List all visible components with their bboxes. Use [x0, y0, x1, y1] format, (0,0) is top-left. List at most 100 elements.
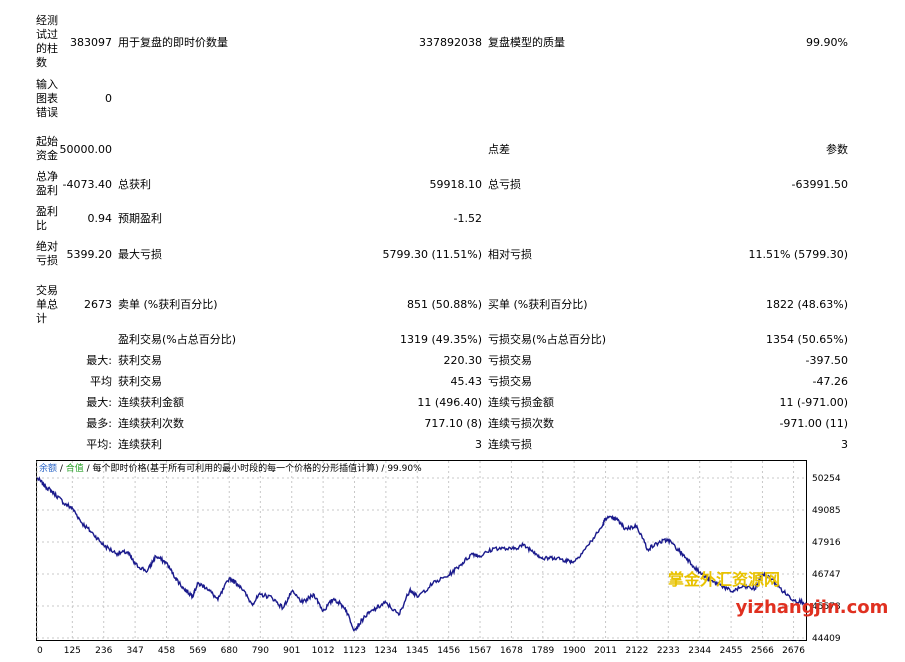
total-trades-label: 交易单总计	[36, 284, 58, 325]
max-drawdown-label: 最大亏损	[118, 248, 162, 261]
x-tick-label: 1234	[374, 646, 397, 656]
largest-prefix: 最大:	[86, 354, 112, 367]
x-tick-label: 2455	[720, 646, 743, 656]
profit-trades-value: 1319 (49.35%)	[399, 333, 482, 346]
long-positions-label: 买单 (%获利百分比)	[488, 298, 588, 311]
average-profit-label: 获利交易	[118, 375, 162, 388]
gross-profit-label: 总获利	[118, 178, 151, 191]
rel-drawdown-value: 11.51% (5799.30)	[748, 248, 848, 261]
legend: 余额 / 合值 / 每个即时价格(基于所有可利用的最小时段的每一个价格的分形插值…	[39, 462, 422, 474]
y-tick-label: 45578	[812, 602, 841, 612]
max-consec-profit-value: 717.10 (8)	[424, 417, 482, 430]
x-tick-label: 1012	[312, 646, 335, 656]
plot-frame	[36, 460, 807, 641]
abs-drawdown-label: 绝对亏损	[36, 240, 58, 267]
x-tick-label: 1567	[469, 646, 492, 656]
short-positions-value: 851 (50.88%)	[406, 298, 482, 311]
profit-factor-value: 0.94	[87, 212, 113, 225]
max-consec-wins-value: 11 (496.40)	[417, 396, 482, 409]
short-positions-label: 卖单 (%获利百分比)	[118, 298, 218, 311]
long-positions-value: 1822 (48.63%)	[765, 298, 848, 311]
y-tick-label: 50254	[812, 474, 841, 484]
max-consec-prefix: 最大:	[86, 396, 112, 409]
gross-profit-value: 59918.10	[429, 178, 483, 191]
x-tick-label: 2122	[625, 646, 648, 656]
x-tick-label: 569	[189, 646, 206, 656]
max-consec-wins-label: 连续获利金额	[118, 396, 184, 409]
initial-deposit-value: 50000.00	[59, 143, 113, 156]
net-profit-value: -4073.40	[62, 178, 112, 191]
chart-errors-label: 输入图表错误	[36, 78, 58, 119]
average-profit-value: 45.43	[450, 375, 483, 388]
x-tick-label: 1123	[343, 646, 366, 656]
legend-balance: 余额	[39, 462, 57, 474]
balance-chart: 50254 49085 47916 46747 45578 44409 0 125 236 34…	[36, 460, 896, 660]
total-trades-value: 2673	[84, 298, 112, 311]
modeling-quality-value: 99.90%	[806, 36, 848, 49]
average-prefix: 平均	[90, 375, 112, 388]
gross-loss-label: 总亏损	[488, 178, 521, 191]
x-tick-label: 458	[158, 646, 175, 656]
x-tick-label: 2011	[594, 646, 617, 656]
balance-chart-svg: 50254 49085 47916 46747 45578 44409 0 125 236 34…	[36, 460, 889, 656]
rel-drawdown-label: 相对亏损	[488, 248, 532, 261]
spread-value: 参数	[826, 143, 848, 156]
max-consec-losses-label: 连续亏损金额	[488, 396, 554, 409]
x-tick-label: 1678	[500, 646, 523, 656]
max-consec-profit-label: 连续获利次数	[118, 417, 184, 430]
y-tick-label: 46747	[812, 570, 841, 580]
max-drawdown-value: 5799.30 (11.51%)	[382, 248, 482, 261]
profit-trades-label: 盈利交易(%占总百分比)	[118, 333, 237, 346]
x-tick-label: 2233	[657, 646, 680, 656]
expected-payoff-value: -1.52	[453, 212, 482, 225]
max-consec-loss-value: -971.00 (11)	[779, 417, 848, 430]
expected-payoff-label: 预期盈利	[118, 212, 162, 225]
avg-consec-wins-label: 连续获利	[118, 438, 162, 451]
spread-label: 点差	[488, 143, 510, 156]
max-consec-losses-value: 11 (-971.00)	[779, 396, 848, 409]
modeling-quality-label: 复盘模型的质量	[488, 36, 565, 49]
loss-trades-label: 亏损交易(%占总百分比)	[488, 333, 607, 346]
y-tick-label: 49085	[812, 506, 841, 516]
profit-factor-label: 盈利比	[36, 205, 58, 232]
x-tick-label: 680	[221, 646, 238, 656]
x-tick-label: 1900	[563, 646, 586, 656]
avg-consec-prefix: 平均:	[86, 438, 112, 451]
y-tick-labels: 50254 49085 47916 46747 45578 44409	[812, 474, 841, 644]
avg-consec-losses-value: 3	[841, 438, 848, 451]
x-tick-label: 2676	[782, 646, 805, 656]
initial-deposit-label: 起始资金	[36, 135, 58, 162]
x-tick-label: 0	[37, 646, 43, 656]
legend-sep: /	[57, 464, 66, 474]
x-tick-label: 2344	[688, 646, 711, 656]
abs-drawdown-value: 5399.20	[66, 248, 113, 261]
largest-profit-label: 获利交易	[118, 354, 162, 367]
x-tick-label: 2566	[751, 646, 774, 656]
avg-consec-wins-value: 3	[475, 438, 482, 451]
legend-description: / 每个即时价格(基于所有可利用的最小时段的每一个价格的分形插值计算) / 99…	[84, 462, 422, 474]
ticks-modeled-label: 用于复盘的即时价数量	[118, 36, 228, 49]
most-consec-prefix: 最多:	[86, 417, 112, 430]
x-tick-label: 901	[283, 646, 300, 656]
largest-loss-value: -397.50	[805, 354, 848, 367]
chart-errors-value: 0	[105, 92, 112, 105]
watermark-url: yizhangjin.com	[736, 597, 889, 618]
average-loss-value: -47.26	[812, 375, 848, 388]
legend-volume: 合值	[66, 462, 84, 474]
average-loss-label: 亏损交易	[488, 375, 532, 388]
grid	[36, 461, 806, 640]
ticks-modeled-value: 337892038	[419, 36, 482, 49]
largest-loss-label: 亏损交易	[488, 354, 532, 367]
y-tick-label: 44409	[812, 634, 841, 644]
net-profit-label: 总净盈利	[36, 170, 58, 197]
loss-trades-value: 1354 (50.65%)	[765, 333, 848, 346]
x-tick-label: 1345	[406, 646, 429, 656]
y-tick-label: 47916	[812, 538, 841, 548]
x-tick-label: 1456	[437, 646, 460, 656]
x-tick-label: 347	[127, 646, 144, 656]
x-tick-label: 125	[64, 646, 81, 656]
x-tick-labels: 0 125 236 347 458 569 680 790 901 1012 1123 1234 134…	[37, 646, 805, 656]
largest-profit-value: 220.30	[443, 354, 483, 367]
x-tick-label: 790	[252, 646, 269, 656]
x-tick-label: 1789	[531, 646, 554, 656]
